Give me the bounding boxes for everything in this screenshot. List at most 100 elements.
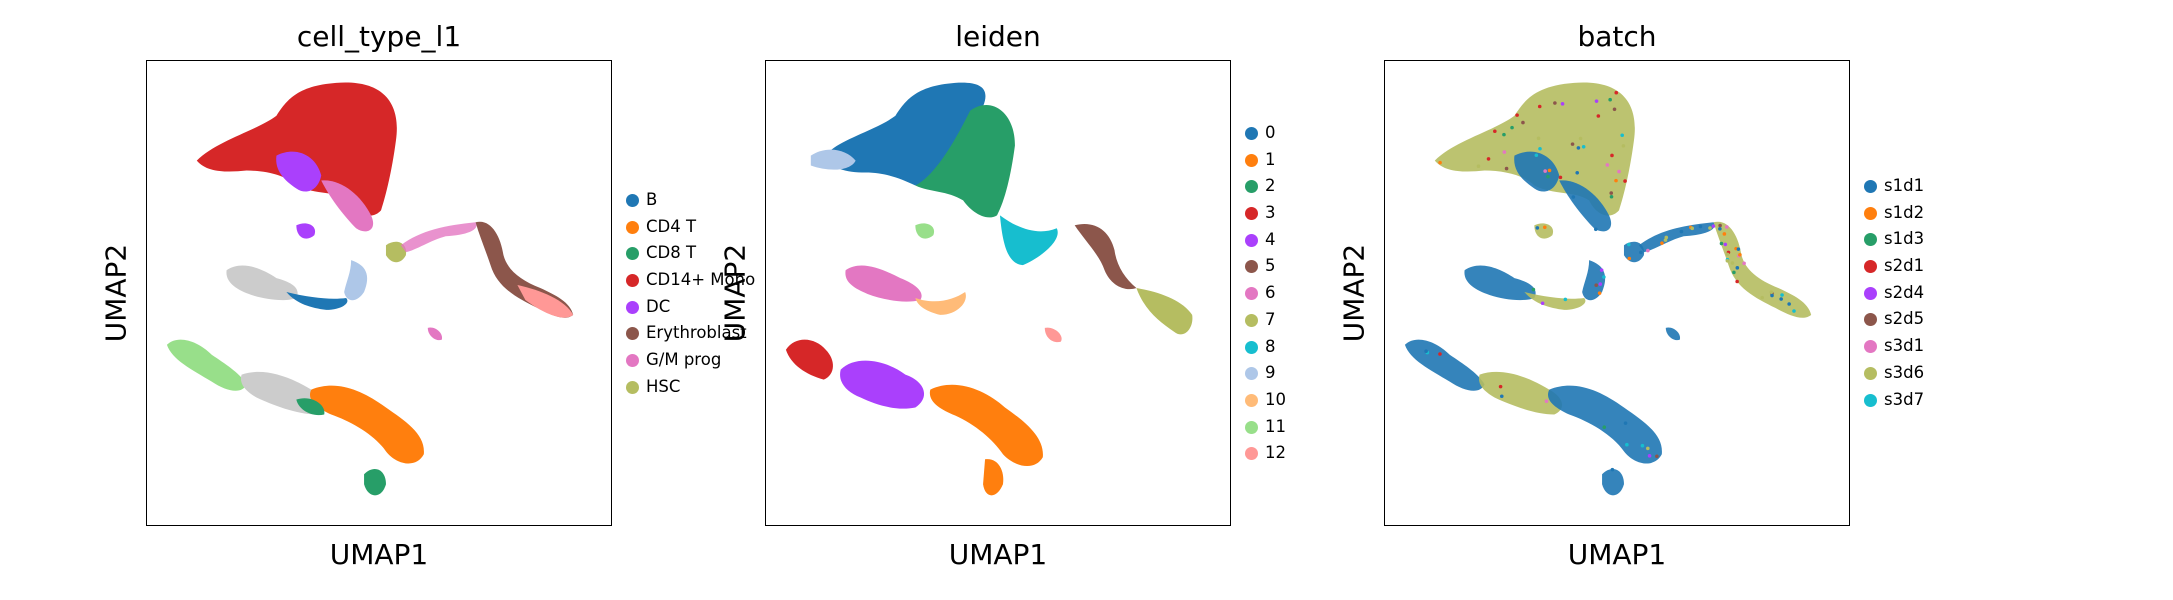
y-axis-label: UMAP2 [99,243,133,343]
legend-marker [626,247,639,261]
x-axis-label: UMAP1 [948,538,1048,571]
batch-point [1770,293,1774,298]
batch-point [1493,129,1497,134]
batch-point [1599,268,1604,272]
legend-marker [1864,206,1877,220]
batch-point [1679,229,1684,234]
cluster-unlabeled [226,265,298,301]
legend-leiden: 0 1 2 3 4 5 6 7 8 9 10 11 12 [1243,120,1286,467]
batch-point [1718,223,1722,228]
batch-region [1434,82,1635,216]
batch-region [1602,469,1624,496]
batch-point [1623,179,1627,183]
batch-point [1535,226,1540,230]
cluster-gm-prog [427,327,443,341]
legend-label: 8 [1265,336,1276,356]
legend-marker [1864,286,1877,300]
umap-scatter-batch [1404,82,1812,496]
legend-marker [1864,393,1877,407]
legend-item: B [624,187,755,214]
legend-marker [626,274,639,288]
cluster-1 [929,384,1043,467]
batch-point [1597,291,1602,295]
legend-item: 2 [1243,173,1286,200]
cluster-green [166,339,247,391]
batch-point [1534,153,1539,158]
batch-region [1524,292,1586,310]
batch-point [1639,250,1643,255]
legend-marker [1864,313,1877,327]
legend-marker [1864,233,1877,247]
cluster-8 [999,215,1058,266]
batch-point [1708,226,1712,230]
legend-label: s2d1 [1884,256,1925,276]
legend-marker [1245,447,1258,461]
legend-label: s3d7 [1884,389,1925,409]
umap-panel-cell-type: cell_type_l1 UMAP1 [146,0,612,600]
legend-label: s1d3 [1884,229,1925,249]
legend-item: 6 [1243,280,1286,307]
legend-item: CD4 T [624,214,755,241]
legend-marker [1864,366,1877,380]
batch-point [1780,293,1784,297]
batch-point [1646,446,1650,451]
batch-point [1499,394,1504,399]
batch-point [1502,150,1507,154]
batch-point [1640,443,1645,448]
batch-point [1719,241,1724,246]
batch-point [1621,144,1626,148]
batch-region [1547,385,1662,464]
batch-point [1627,256,1632,261]
batch-point [1521,120,1525,125]
batch-point [1546,174,1550,179]
batch-point [1787,302,1791,306]
legend-label: CD4 T [646,216,697,236]
batch-region [1404,339,1485,391]
batch-point [1722,232,1727,236]
legend-marker [1245,233,1258,247]
legend-label: DC [646,296,671,316]
batch-region [1514,151,1560,192]
legend-label: 12 [1265,443,1286,463]
legend-label: 9 [1265,363,1276,383]
x-axis-label: UMAP1 [1567,538,1667,571]
batch-point [1578,136,1583,141]
legend-item: 5 [1243,253,1286,280]
batch-point [1711,224,1716,228]
legend-marker [1864,180,1877,193]
cluster-9 [810,149,856,170]
batch-point [1531,287,1536,292]
legend-item: DC [624,294,755,321]
legend-batch: s1d1 s1d2 s1d3 s2d1 s2d4 s2d5 s3d1 s3d6 s3d7 [1862,173,1924,413]
legend-item: 9 [1243,360,1286,387]
legend-label: 11 [1265,416,1286,436]
legend-label: s2d5 [1884,309,1925,329]
batch-region [1582,260,1606,301]
legend-item: s1d1 [1862,173,1924,200]
batch-point [1612,107,1617,112]
legend-marker [626,327,639,341]
legend-item: s1d3 [1862,226,1924,253]
legend-label: 2 [1265,176,1276,196]
batch-point [1544,399,1549,404]
batch-point [1792,309,1796,313]
legend-marker [1245,180,1258,194]
legend-marker [1245,207,1258,221]
batch-point [1779,297,1783,301]
batch-point [1594,227,1598,232]
legend-item: 11 [1243,414,1286,441]
cluster-b-pale [344,260,368,301]
legend-item: s2d1 [1862,253,1924,280]
cluster-cd14-mono [196,82,397,216]
legend-label: 5 [1265,256,1276,276]
batch-point [1627,242,1631,247]
cluster-cd8-t [296,398,325,416]
legend-marker [1245,127,1258,140]
legend-item: 10 [1243,387,1286,414]
batch-point [1438,160,1442,165]
cluster-10 [915,292,966,315]
batch-point [1424,349,1428,353]
legend-item: s2d5 [1862,306,1924,333]
legend-item: s1d2 [1862,200,1924,227]
legend-item: 12 [1243,440,1286,467]
